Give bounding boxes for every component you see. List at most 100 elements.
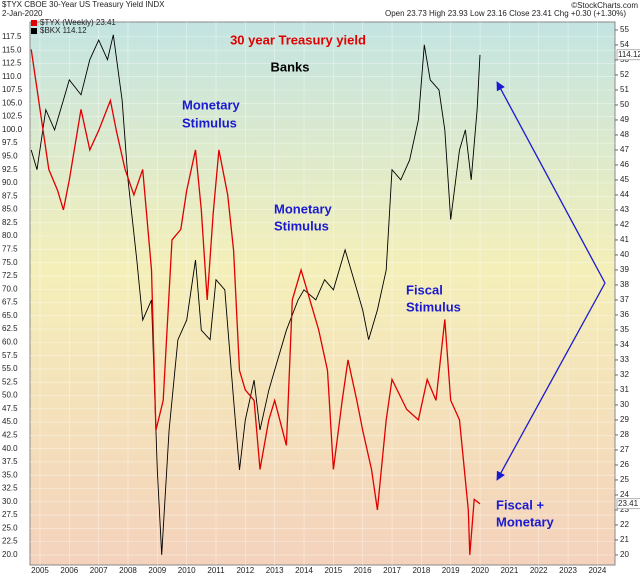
end-label: 114.12	[618, 50, 640, 59]
y-tick-label: 70.0	[2, 284, 18, 293]
y2-tick-label: 25	[620, 475, 629, 484]
y-tick-label: 117.5	[2, 32, 22, 41]
end-label: 23.41	[618, 499, 639, 508]
y2-tick-label: 44	[620, 190, 629, 199]
y2-tick-label: 42	[620, 220, 629, 229]
x-tick-label: 2018	[412, 566, 430, 575]
y2-tick-label: 24	[620, 490, 629, 499]
y-tick-label: 22.5	[2, 537, 18, 546]
x-tick-label: 2010	[178, 566, 196, 575]
y2-tick-label: 23	[620, 505, 629, 514]
y-tick-label: 75.0	[2, 258, 18, 267]
series-line	[30, 49, 481, 555]
y-tick-label: 45.0	[2, 417, 18, 426]
y2-tick-label: 34	[620, 340, 629, 349]
y-tick-label: 87.5	[2, 191, 18, 200]
y2-tick-label: 31	[620, 385, 629, 394]
credit: ©StockCharts.com	[571, 1, 638, 10]
y-tick-label: 110.0	[2, 72, 22, 81]
y-tick-label: 82.5	[2, 218, 18, 227]
y2-tick-label: 54	[620, 40, 629, 49]
y-tick-label: 60.0	[2, 337, 18, 346]
y-tick-label: 90.0	[2, 178, 18, 187]
y2-tick-label: 50	[620, 100, 629, 109]
annotation: Monetary	[182, 97, 241, 112]
y-tick-label: 42.5	[2, 430, 18, 439]
arrow	[496, 81, 606, 284]
annotation: Stimulus	[406, 299, 461, 314]
x-tick-label: 2016	[354, 566, 372, 575]
plot-area	[29, 21, 616, 566]
y-tick-label: 20.0	[2, 550, 18, 559]
y-tick-label: 72.5	[2, 271, 18, 280]
y2-tick-label: 33	[620, 355, 629, 364]
annotation: Stimulus	[274, 218, 329, 233]
x-tick-label: 2007	[90, 566, 108, 575]
x-tick-label: 2005	[31, 566, 49, 575]
y-tick-label: 112.5	[2, 59, 22, 68]
y2-tick-label: 38	[620, 280, 629, 289]
quote: Open 23.73 High 23.93 Low 23.16 Close 23…	[385, 9, 626, 18]
x-tick-label: 2017	[383, 566, 401, 575]
arrow	[496, 282, 606, 481]
x-tick-label: 2020	[471, 566, 489, 575]
annotation: 30 year Treasury yield	[230, 32, 366, 47]
y-tick-label: 97.5	[2, 138, 18, 147]
y2-tick-label: 46	[620, 160, 629, 169]
y2-tick-label: 30	[620, 400, 629, 409]
y2-tick-label: 36	[620, 310, 629, 319]
y-tick-label: 92.5	[2, 165, 18, 174]
x-tick-label: 2019	[442, 566, 460, 575]
x-tick-label: 2011	[207, 566, 225, 575]
annotation: Fiscal +	[496, 497, 544, 512]
legend-swatch	[31, 28, 37, 34]
x-tick-label: 2021	[500, 566, 518, 575]
y2-tick-label: 43	[620, 205, 629, 214]
y-tick-label: 40.0	[2, 444, 18, 453]
x-tick-label: 2006	[60, 566, 78, 575]
y-tick-label: 25.0	[2, 523, 18, 532]
y2-tick-label: 27	[620, 445, 629, 454]
x-tick-label: 2024	[588, 566, 606, 575]
x-tick-label: 2022	[530, 566, 548, 575]
y2-tick-label: 29	[620, 415, 629, 424]
y-tick-label: 102.5	[2, 112, 23, 121]
y2-tick-label: 22	[620, 520, 629, 529]
y-tick-label: 57.5	[2, 351, 18, 360]
y-tick-label: 30.0	[2, 497, 18, 506]
y-tick-label: 77.5	[2, 245, 18, 254]
y-tick-label: 50.0	[2, 391, 18, 400]
y2-tick-label: 47	[620, 145, 629, 154]
x-tick-label: 2013	[266, 566, 284, 575]
y-tick-label: 107.5	[2, 85, 23, 94]
y-tick-label: 85.0	[2, 205, 18, 214]
y-tick-label: 105.0	[2, 98, 23, 107]
legend-swatch	[31, 20, 37, 26]
y2-tick-label: 55	[620, 25, 629, 34]
y2-tick-label: 32	[620, 370, 629, 379]
y-tick-label: 27.5	[2, 510, 18, 519]
y-tick-label: 62.5	[2, 324, 18, 333]
annotation: Fiscal	[406, 282, 443, 297]
end-label-box	[616, 49, 640, 61]
annotation: Monetary	[274, 201, 333, 216]
x-tick-label: 2023	[559, 566, 577, 575]
y-tick-label: 52.5	[2, 377, 18, 386]
y2-tick-label: 26	[620, 460, 629, 469]
date: 2-Jan-2020	[2, 9, 43, 18]
y-tick-label: 115.0	[2, 45, 22, 54]
legend-label: $TYX (Weekly) 23.41	[40, 18, 116, 27]
y2-tick-label: 28	[620, 430, 629, 439]
y-tick-label: 32.5	[2, 484, 18, 493]
y2-tick-label: 35	[620, 325, 629, 334]
y-tick-label: 80.0	[2, 231, 18, 240]
annotation: Stimulus	[182, 115, 237, 130]
y2-tick-label: 45	[620, 175, 629, 184]
y-tick-label: 95.0	[2, 152, 18, 161]
y2-tick-label: 37	[620, 295, 629, 304]
y2-tick-label: 52	[620, 70, 629, 79]
y-tick-label: 55.0	[2, 364, 18, 373]
y-tick-label: 100.0	[2, 125, 23, 134]
series-line	[30, 34, 481, 555]
